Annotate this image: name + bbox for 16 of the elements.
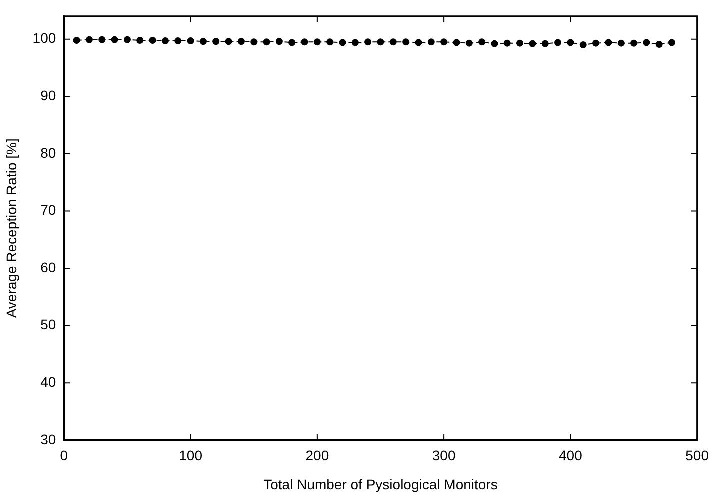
y-tick-label: 30 [40, 431, 56, 448]
y-tick-label: 50 [40, 316, 56, 333]
x-tick-label: 0 [60, 448, 68, 464]
x-tick-label: 500 [686, 448, 710, 464]
x-tick-label: 300 [432, 448, 456, 464]
y-axis-title: Average Reception Ratio [%] [3, 138, 20, 318]
y-tick-label: 80 [40, 144, 56, 161]
y-tick-label: 40 [40, 374, 56, 390]
x-tick-label: 100 [179, 448, 203, 464]
y-tick-label: 100 [32, 30, 56, 46]
y-tick-label: 60 [40, 259, 56, 276]
x-tick-label: 200 [306, 448, 330, 464]
y-tick-label: 70 [40, 202, 56, 218]
x-tick-label: 400 [559, 448, 583, 464]
y-tick-label: 90 [40, 87, 56, 104]
x-axis-title: Total Number of Pysiological Monitors [264, 476, 498, 492]
